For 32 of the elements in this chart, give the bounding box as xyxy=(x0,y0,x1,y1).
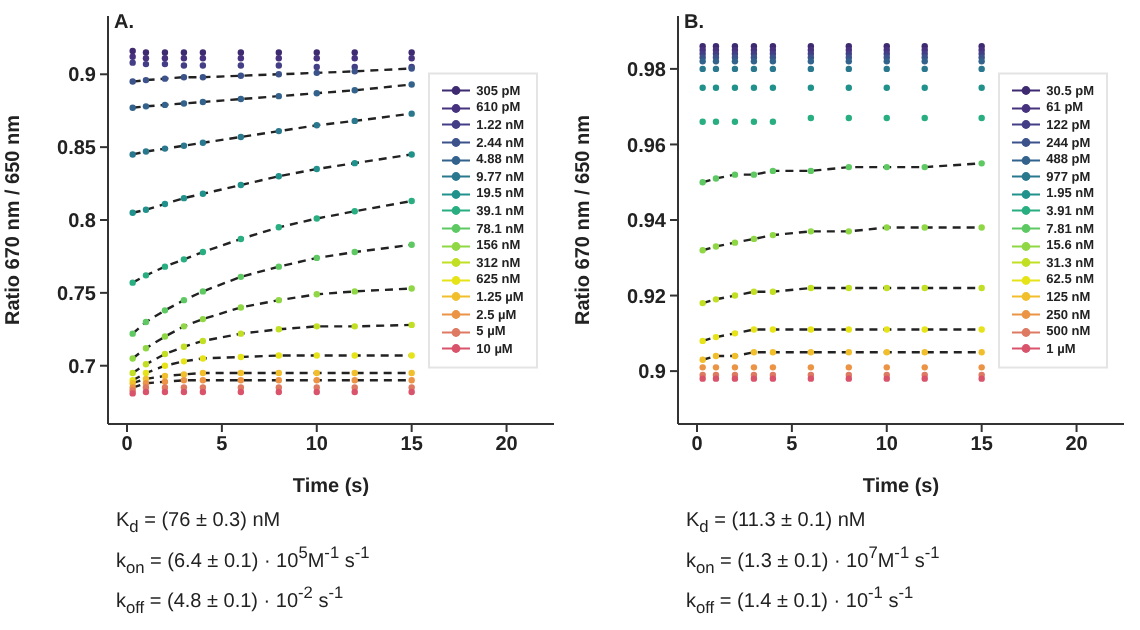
x-tick-label: 20 xyxy=(1065,434,1089,457)
text: k$_{on}$ = (6.4 ± 0.1) · 10$^{5}$M$^{-1}$ s$^{-1}$ xyxy=(116,540,370,581)
chart-title: B. xyxy=(684,12,704,34)
x-tick-label: 15 xyxy=(400,434,424,457)
y-tick-label: 0.8 xyxy=(68,211,97,234)
x-axis-title: Time (s) xyxy=(862,476,940,498)
x-tick-label: 10 xyxy=(305,434,329,457)
y-tick-label: 0.94 xyxy=(627,211,667,234)
y-tick-label: 0.98 xyxy=(627,59,667,82)
text: k$_{on}$ = (1.3 ± 0.1) · 10$^{7}$M$^{-1}$ s$^{-1}$ xyxy=(686,540,940,581)
x-tick-label: 0 xyxy=(121,434,134,457)
x-tick-label: 0 xyxy=(691,434,704,457)
text: K$_{d}$ = (11.3 ± 0.1) nM xyxy=(686,508,868,540)
x-tick-label: 5 xyxy=(786,434,799,457)
y-tick-label: 0.9 xyxy=(68,65,97,88)
text: K$_{d}$ = (76 ± 0.3) nM xyxy=(116,508,283,540)
y-tick-label: 0.75 xyxy=(57,283,97,306)
y-axis-title: Ratio 670 nm / 650 nm xyxy=(573,114,596,326)
text: k$_{off}$ = (4.8 ± 0.1) · 10$^{-2}$ s$^{-1}$ xyxy=(116,580,346,622)
y-tick-label: 0.85 xyxy=(57,138,97,161)
y-tick-label: 0.9 xyxy=(638,362,667,385)
text: k$_{off}$ = (1.4 ± 0.1) · 10$^{-1}$ s$^{-1}$ xyxy=(686,580,916,622)
y-tick-label: 0.7 xyxy=(68,356,97,379)
y-axis-title: Ratio 670 nm / 650 nm xyxy=(3,114,26,326)
x-tick-label: 20 xyxy=(495,434,519,457)
x-tick-label: 10 xyxy=(875,434,899,457)
chart-title: A. xyxy=(114,12,134,34)
x-tick-label: 5 xyxy=(216,434,229,457)
y-tick-label: 0.96 xyxy=(627,135,667,158)
x-tick-label: 15 xyxy=(970,434,994,457)
x-axis-title: Time (s) xyxy=(292,476,370,498)
y-tick-label: 0.92 xyxy=(627,286,667,309)
